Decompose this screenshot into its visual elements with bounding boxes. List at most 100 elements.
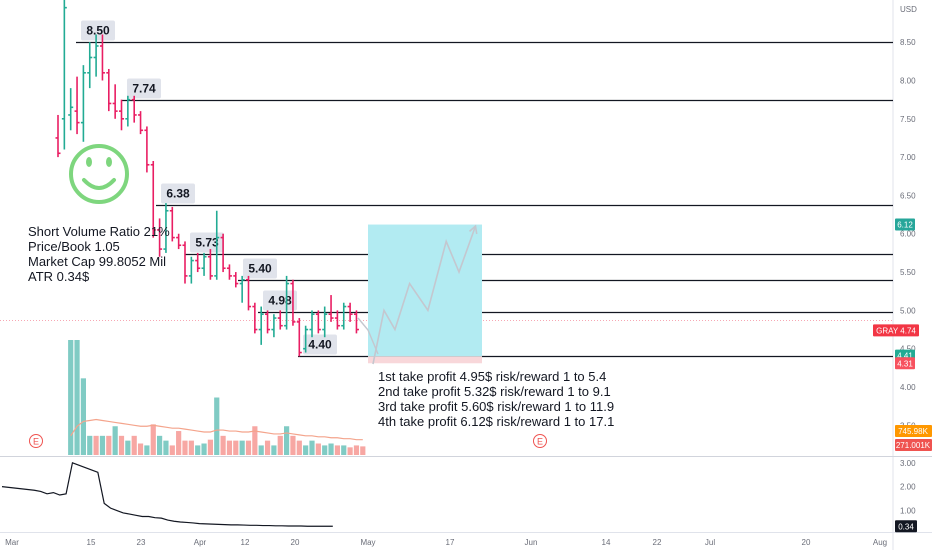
price-tick: 5.50 (900, 268, 916, 277)
time-tick: 17 (446, 538, 455, 547)
volume-bar (328, 443, 334, 455)
volume-bar (220, 435, 226, 455)
volume-label: 745.98K (898, 427, 928, 436)
earnings-marker-label: E (33, 437, 39, 447)
volume-bar (137, 443, 144, 455)
long-position-box[interactable] (368, 224, 482, 364)
volume-bar (182, 440, 188, 455)
level-label-4.40: 4.40 (308, 338, 332, 352)
volume-bar (176, 431, 182, 455)
volume-label-box (895, 439, 932, 451)
volume-bar (144, 445, 150, 455)
projection-line (372, 225, 477, 365)
price-tick: 6.50 (900, 191, 916, 200)
volume-bar (74, 340, 80, 455)
price-tick: 4.00 (900, 383, 916, 392)
volume-bar (341, 445, 347, 455)
volume-bar (99, 435, 106, 455)
volume-bar (252, 426, 258, 455)
price-label: GRAY 4.74 (876, 326, 916, 335)
volume-bar (188, 440, 194, 455)
fundamental-market-cap: Market Cap 99.8052 Mil (28, 254, 166, 269)
level-label-7.74: 7.74 (132, 82, 156, 96)
volume-bar (214, 397, 220, 455)
volume-bar (271, 445, 277, 455)
take-profit-4: 4th take profit 6.12$ risk/reward 1 to 1… (378, 414, 614, 429)
time-tick: Jun (525, 538, 538, 547)
earnings-marker (533, 434, 547, 448)
volume-bar (112, 426, 118, 455)
price-label: 6.12 (897, 221, 913, 230)
volume-bar (226, 440, 233, 455)
volume-bar (277, 435, 283, 455)
volume-bar (290, 435, 296, 455)
earnings-marker-label: E (537, 437, 543, 447)
price-label: 4.41 (897, 352, 913, 361)
atr-last-box (895, 520, 917, 533)
level-label-box-4.40 (303, 334, 337, 355)
take-profit-2: 2nd take profit 5.32$ risk/reward 1 to 9… (378, 384, 611, 399)
price-tick: 7.50 (900, 115, 916, 124)
take-profit-3: 3rd take profit 5.60$ risk/reward 1 to 1… (378, 399, 614, 414)
price-label-box (873, 324, 919, 337)
time-tick: 20 (291, 538, 300, 547)
time-tick: Apr (194, 538, 207, 547)
volume-bar (68, 340, 74, 455)
support-resistance-levels[interactable]: 8.50 7.74 6.38 5.73 5.40 4.98 4.40 (76, 20, 893, 358)
price-tick: 5.00 (900, 306, 916, 315)
volume-bar (303, 445, 309, 455)
price-tick: 6.00 (900, 230, 916, 239)
fundamental-short-volume: Short Volume Ratio 21% (28, 224, 170, 239)
projection-entry-line (357, 317, 379, 355)
volume-bar (239, 440, 245, 455)
level-label-box-4.98 (263, 290, 297, 311)
stop-zone (368, 356, 482, 364)
level-label-6.38: 6.38 (166, 187, 190, 201)
time-tick: 22 (653, 538, 662, 547)
volume-bar (169, 445, 175, 455)
time-tick: 23 (137, 538, 146, 547)
volume-bar (157, 435, 163, 455)
volume-label-box (895, 425, 932, 437)
volume-bar (296, 440, 302, 455)
atr-line (1, 461, 333, 527)
smiley-mouth (82, 178, 116, 190)
volume-bars (68, 340, 366, 455)
volume-bar (284, 426, 290, 455)
volume-bar (131, 435, 137, 455)
level-label-5.40: 5.40 (248, 262, 272, 276)
volume-bar (245, 440, 252, 455)
atr-tick: 3.00 (900, 459, 916, 468)
volume-bar (353, 445, 360, 455)
volume-bar (150, 424, 156, 455)
time-tick: 12 (241, 538, 250, 547)
volume-bar (195, 445, 201, 455)
volume-bar (93, 435, 99, 455)
atr-tick: 2.00 (900, 483, 916, 492)
atr-last-label: 0.34 (898, 522, 914, 531)
smiley-right-eye (106, 157, 112, 167)
atr-tick: 1.00 (900, 507, 916, 516)
price-tick: 8.50 (900, 38, 916, 47)
projection-path[interactable] (357, 224, 478, 365)
volume-bar (258, 445, 264, 455)
price-tick: 7.00 (900, 153, 916, 162)
take-profit-1: 1st take profit 4.95$ risk/reward 1 to 5… (378, 369, 606, 384)
volume-label: 271.001K (896, 441, 931, 450)
price-label-box (895, 357, 915, 370)
volume-bar (309, 440, 315, 455)
volume-bar (360, 446, 366, 455)
projection-arrowhead (468, 224, 478, 235)
target-zone (368, 224, 482, 357)
level-label-box-6.38 (161, 183, 195, 204)
time-axis[interactable]: Mar 15 23 Apr 12 20 May 17 Jun 14 22 Jul 20 Aug (5, 538, 887, 547)
atr-pane (1, 461, 333, 527)
fundamental-price-book: Price/Book 1.05 (28, 239, 120, 254)
fundamental-atr: ATR 0.34$ (28, 269, 90, 284)
price-axis[interactable]: 8.50 8.00 7.50 7.00 6.50 6.00 5.50 5.00 4.50 4.00… (873, 5, 932, 533)
volume-bar (264, 440, 271, 455)
volume-bar (118, 435, 125, 455)
